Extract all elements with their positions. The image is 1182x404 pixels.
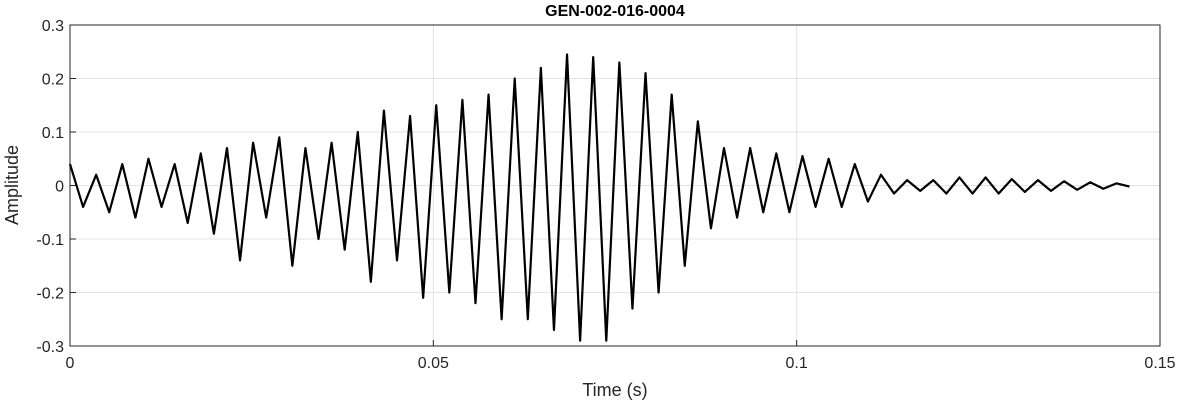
x-tick-label: 0: [66, 355, 75, 372]
x-tick-label: 0.05: [418, 355, 449, 372]
y-tick-label: 0.1: [42, 125, 64, 142]
y-tick-label: -0.2: [36, 286, 64, 303]
x-tick-label: 0.1: [786, 355, 808, 372]
y-tick-label: -0.3: [36, 339, 64, 356]
y-tick-label: 0.3: [42, 18, 64, 35]
chart-title: GEN-002-016-0004: [545, 3, 685, 20]
y-tick-label: 0: [55, 179, 64, 196]
axes-box: [69, 24, 1161, 347]
y-tick-label: 0.2: [42, 72, 64, 89]
line-series: [68, 53, 1130, 342]
x-axis-label: Time (s): [582, 380, 647, 400]
x-tick-label: 0.15: [1144, 355, 1175, 372]
y-axis-label: Amplitude: [2, 145, 22, 225]
y-tick-label: -0.1: [36, 232, 64, 249]
